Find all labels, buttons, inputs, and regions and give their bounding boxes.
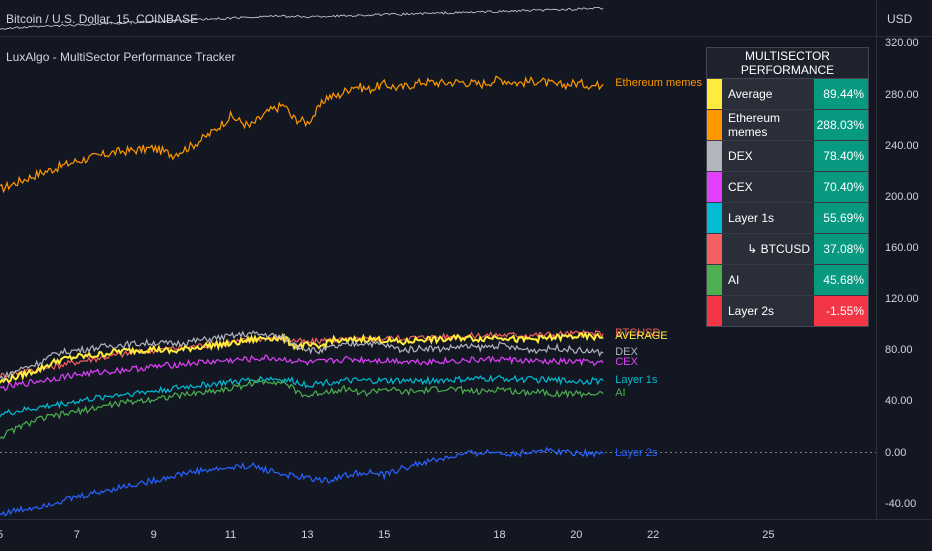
performance-table: MULTISECTOR PERFORMANCE Average 89.44% Eth… [706,47,869,327]
table-row: DEX 78.40% [706,140,869,172]
x-axis[interactable]: 5 7 9 11 13 15 18 20 22 25 [0,519,932,551]
series-line-btcusd[interactable] [0,329,604,379]
row-name: CEX [722,171,814,203]
series-line-ai[interactable] [0,378,604,440]
series-line-average[interactable] [0,331,604,384]
x-tick-label: 25 [762,529,775,541]
table-title: MULTISECTOR PERFORMANCE [706,47,869,79]
x-tick-label: 15 [378,529,391,541]
y-tick-label: 280.00 [885,88,919,101]
series-line-layer-1s[interactable] [0,374,604,418]
row-value: 37.08% [814,233,869,265]
row-value: 89.44% [814,78,869,110]
currency-label: USD [887,12,913,26]
symbol-title[interactable]: Bitcoin / U.S. Dollar, 15, COINBASE [6,12,199,26]
color-swatch [706,295,722,327]
y-tick-label: 320.00 [885,37,919,50]
table-row: Average 89.44% [706,78,869,110]
mini-price-line [0,6,604,30]
chart-plot-area[interactable] [0,0,876,519]
series-end-label-cex: CEX [615,356,638,369]
series-end-label-ethereum-memes: Ethereum memes [615,77,703,90]
y-tick-label: 0.00 [885,446,907,459]
color-swatch [706,264,722,296]
row-value: -1.55% [814,295,869,327]
row-name: Average [722,78,814,110]
row-name: ↳ BTCUSD [722,233,814,265]
y-tick-label: 120.00 [885,293,919,306]
color-swatch [706,202,722,234]
row-name: AI [722,264,814,296]
series-end-label-layer-2s: Layer 2s [615,446,658,459]
currency-selector[interactable]: USD [876,0,932,37]
row-value: 78.40% [814,140,869,172]
table-row: Layer 2s -1.55% [706,295,869,327]
x-tick-label: 11 [224,529,237,541]
series-end-label-layer-1s: Layer 1s [615,373,658,386]
x-tick-label: 20 [570,529,583,541]
series-line-ethereum-memes[interactable] [0,75,604,194]
series-line-cex[interactable] [0,354,604,392]
color-swatch [706,109,722,141]
row-value: 288.03% [814,109,869,141]
y-tick-label: 200.00 [885,190,919,203]
series-end-label-dex: DEX [615,345,638,358]
table-row: AI 45.68% [706,264,869,296]
y-tick-label: 80.00 [885,344,913,357]
table-row: Ethereum memes 288.03% [706,109,869,141]
x-tick-label: 22 [647,529,660,541]
color-swatch [706,78,722,110]
y-tick-label: -40.00 [885,497,917,510]
x-tick-label: 9 [150,529,157,541]
x-tick-label: 5 [0,529,3,541]
y-tick-label: 40.00 [885,395,913,408]
series-line-layer-2s[interactable] [0,446,604,517]
series-end-label-ai: AI [615,386,626,399]
row-name: Layer 2s [722,295,814,327]
color-swatch [706,140,722,172]
row-value: 70.40% [814,171,869,203]
x-tick-label: 7 [73,529,80,541]
table-row: CEX 70.40% [706,171,869,203]
y-tick-label: 160.00 [885,241,919,254]
row-name: Layer 1s [722,202,814,234]
table-row: Layer 1s 55.69% [706,202,869,234]
row-name: DEX [722,140,814,172]
table-row: ↳ BTCUSD 37.08% [706,233,869,265]
series-end-label-average: AVERAGE [615,330,668,343]
x-tick-label: 13 [301,529,314,541]
color-swatch [706,171,722,203]
row-name: Ethereum memes [722,109,814,141]
indicator-title[interactable]: LuxAlgo - MultiSector Performance Tracke… [6,50,236,64]
series-line-dex[interactable] [0,330,604,381]
x-tick-label: 18 [493,529,506,541]
series-end-label-btcusd: BTCUSD [615,326,661,339]
y-tick-label: 240.00 [885,139,919,152]
mini-price-chart[interactable]: Bitcoin / U.S. Dollar, 15, COINBASE [0,0,876,37]
row-value: 45.68% [814,264,869,296]
row-value: 55.69% [814,202,869,234]
y-axis[interactable]: 320.00 280.00 240.00 200.00 160.00 120.00 80.0… [876,37,932,519]
color-swatch [706,233,722,265]
